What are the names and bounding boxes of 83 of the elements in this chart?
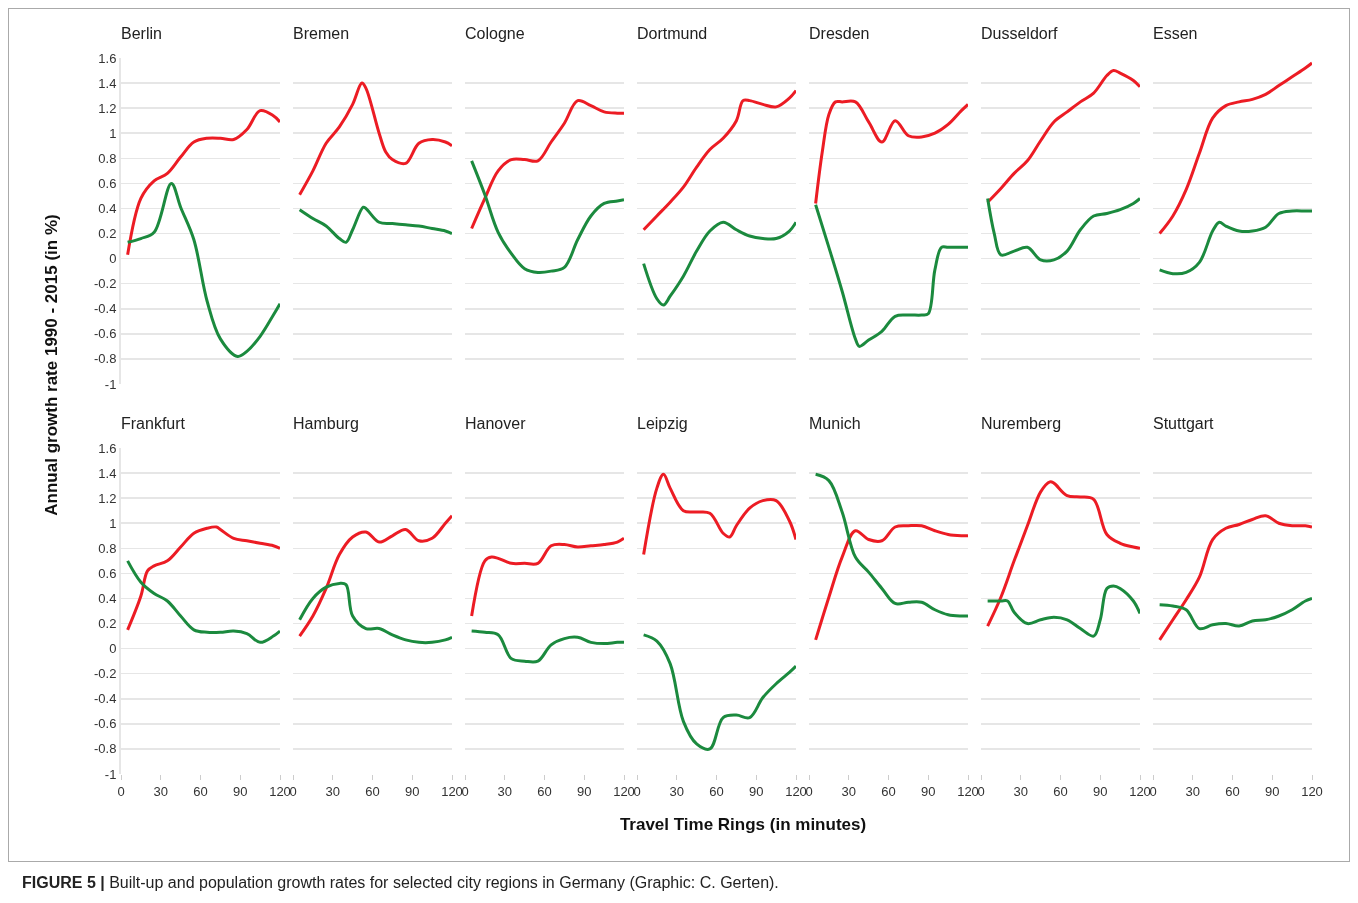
x-tick-label: 120 <box>957 783 979 799</box>
x-tick-label: 0 <box>633 783 641 799</box>
x-tick-label: 120 <box>1301 783 1323 799</box>
y-tick-label: 1.6 <box>98 440 117 456</box>
x-tick-label: 0 <box>977 783 985 799</box>
chart-title: Hamburg <box>293 415 359 433</box>
x-tick-label: 60 <box>1225 783 1240 799</box>
chart-title: Hanover <box>465 415 527 433</box>
x-tick-label: 90 <box>405 783 420 799</box>
x-tick-label: 120 <box>613 783 635 799</box>
x-tick-label: 120 <box>785 783 807 799</box>
y-tick-label: 1.2 <box>98 100 117 116</box>
x-tick-label: 30 <box>1013 783 1028 799</box>
x-tick-label: 60 <box>365 783 380 799</box>
x-tick-label: 0 <box>289 783 297 799</box>
x-tick-label: 0 <box>461 783 469 799</box>
line-series <box>126 109 280 257</box>
x-tick-label: 90 <box>749 783 764 799</box>
chart-title: Bremen <box>293 25 350 43</box>
y-tick-label: -0.6 <box>93 326 117 342</box>
x-tick-label: 30 <box>153 783 168 799</box>
y-tick-label: 0 <box>109 641 117 657</box>
y-tick-label: -0.4 <box>93 691 117 707</box>
chart-title: Dortmund <box>637 25 708 43</box>
line-series <box>126 525 280 632</box>
y-tick-label: 0 <box>109 251 117 267</box>
x-tick-label: 30 <box>325 783 340 799</box>
x-tick-label: 0 <box>1149 783 1157 799</box>
x-tick-label: 60 <box>537 783 552 799</box>
y-tick-label: 1.6 <box>98 50 117 66</box>
y-tick-label: 0.4 <box>98 201 117 217</box>
chart-title: Munich <box>809 415 861 433</box>
x-tick-label: 30 <box>1185 783 1200 799</box>
x-tick-label: 90 <box>577 783 592 799</box>
x-tick-label: 60 <box>193 783 208 799</box>
y-tick-label: -0.2 <box>93 666 117 682</box>
chart-title: Nuremberg <box>981 415 1062 433</box>
chart-title: Dresden <box>809 25 870 43</box>
x-tick-label: 120 <box>269 783 291 799</box>
x-axis-title: Travel Time Rings (in minutes) <box>619 815 867 835</box>
y-tick-label: 1.2 <box>98 490 117 506</box>
y-tick-label: 1 <box>109 125 117 141</box>
x-tick-label: 30 <box>841 783 856 799</box>
y-tick-label: -0.4 <box>93 301 117 317</box>
x-tick-label: 30 <box>497 783 512 799</box>
y-tick-label: -0.6 <box>93 716 117 732</box>
chart-title: Cologne <box>465 25 525 43</box>
caption: FIGURE 5 | Built-up and population growth rates for selected city regions in Germany (Graphic: C. Gerten). <box>22 874 779 891</box>
x-tick-label: 90 <box>921 783 936 799</box>
y-tick-label: 0.6 <box>98 565 117 581</box>
y-tick-label: 0.2 <box>98 616 117 632</box>
y-tick-label: 0.8 <box>98 150 117 166</box>
x-tick-label: 0 <box>805 783 813 799</box>
y-tick-label: 0.2 <box>98 226 117 242</box>
y-tick-label: -0.8 <box>93 351 117 367</box>
y-tick-label: 1 <box>109 515 117 531</box>
x-tick-label: 90 <box>233 783 248 799</box>
y-tick-label: 1.4 <box>98 465 117 481</box>
y-tick-label: -0.2 <box>93 276 117 292</box>
y-tick-label: 0.4 <box>98 591 117 607</box>
x-tick-label: 60 <box>709 783 724 799</box>
x-tick-label: 120 <box>441 783 463 799</box>
x-tick-label: 90 <box>1093 783 1108 799</box>
chart-title: Essen <box>1153 25 1198 43</box>
x-tick-label: 60 <box>881 783 896 799</box>
chart-title: Dusseldorf <box>981 25 1059 43</box>
y-tick-label: 0.8 <box>98 540 117 556</box>
chart-title: Leipzig <box>637 415 688 433</box>
chart-title: Frankfurt <box>121 415 186 433</box>
y-tick-label: -0.8 <box>93 741 117 757</box>
x-tick-label: 120 <box>1129 783 1151 799</box>
y-tick-label: -1 <box>104 766 117 782</box>
x-tick-label: 90 <box>1265 783 1280 799</box>
y-tick-label: -1 <box>104 376 117 392</box>
chart-title: Stuttgart <box>1153 415 1215 433</box>
x-tick-label: 30 <box>669 783 684 799</box>
x-tick-label: 60 <box>1053 783 1068 799</box>
chart-title: Berlin <box>121 25 162 43</box>
y-tick-label: 0.6 <box>98 175 117 191</box>
line-series <box>126 559 280 644</box>
line-series <box>126 181 280 358</box>
y-axis-title: Annual growth rate 1990 - 2015 (in %) <box>42 214 62 516</box>
y-tick-label: 1.4 <box>98 75 117 91</box>
